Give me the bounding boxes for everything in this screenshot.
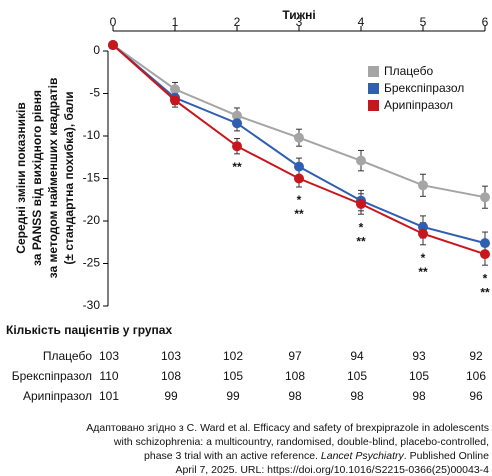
data-point [232,141,242,152]
data-point [356,199,366,209]
count: 98 [412,389,426,403]
count: 105 [223,369,243,383]
data-point [418,180,428,191]
caption-part: . Published Online [404,450,489,462]
significance-label: ** [232,160,242,174]
data-point [356,155,366,166]
row-label: Арипіпразол [23,389,92,403]
caption-line: with schizophrenia: a multicountry, rand… [113,436,489,448]
data-point [170,84,180,95]
caption-part: with schizophrenia: a multicountry, rand… [113,436,489,448]
y-tick-label: -20 [83,213,101,227]
significance-label: * [297,193,302,207]
legend-swatch [368,66,379,77]
count: 92 [469,349,483,363]
y-axis-title-line: за методом найменших квадратів [46,78,60,279]
x-tick-label: 1 [172,15,179,29]
y-axis-title-line: (± стандартна похибка), бали [62,91,76,264]
data-point [232,118,242,129]
y-axis-title-line: за PANSS від вихідного рівня [30,90,44,266]
count: 97 [288,349,302,363]
data-point [108,40,118,51]
x-tick-label: 0 [110,15,117,29]
significance-label: ** [294,207,304,221]
y-tick-label: -5 [89,86,100,100]
y-tick-label: -25 [83,256,101,270]
x-tick-label: 3 [296,15,303,29]
legend-label: Плацебо [384,64,433,78]
data-point [480,238,490,249]
count: 105 [347,369,367,383]
legend-swatch [368,100,379,111]
caption-line: phase 3 trial with an active reference. … [144,450,489,462]
legend-swatch [368,83,379,94]
count: 103 [161,349,181,363]
significance-label: ** [418,265,428,279]
x-tick-label: 6 [482,15,489,29]
data-point [418,228,428,239]
count: 108 [161,369,181,383]
data-point [294,161,304,172]
count: 99 [164,389,178,403]
data-point [480,249,490,260]
count: 93 [412,349,426,363]
x-tick-label: 2 [234,15,241,29]
significance-label: * [421,251,426,265]
count: 102 [223,349,243,363]
table-title: Кількість пацієнтів у групах [6,323,172,337]
data-point [294,132,304,143]
count: 105 [409,369,429,383]
caption-part: phase 3 trial with an active reference. [144,450,321,462]
count: 96 [469,389,483,403]
significance-label: ** [356,234,366,248]
count: 98 [288,389,302,403]
significance-label: ** [480,285,490,299]
caption-part: Lancet Psychiatry [321,450,405,462]
count: 99 [226,389,240,403]
count: 103 [99,349,119,363]
data-point [232,110,242,121]
count: 94 [350,349,364,363]
legend-label: Арипіпразол [384,98,453,112]
x-tick-label: 5 [420,15,427,29]
count: 101 [99,389,119,403]
data-point [294,173,304,184]
y-axis-title-line: Середні зміни показників [14,102,28,253]
y-tick-label: -30 [83,298,101,312]
y-axis-title: Середні зміни показників за PANSS від вих… [14,78,76,279]
significance-label: * [359,220,364,234]
caption-line: April 7, 2025. URL: https://doi.org/10.1… [176,464,490,476]
x-tick-label: 4 [358,15,365,29]
count: 110 [99,369,118,383]
count: 106 [466,369,486,383]
count: 108 [285,369,305,383]
y-tick-label: -10 [83,128,101,142]
significance-label: * [483,271,488,285]
row-label: Плацебо [43,349,92,363]
legend-label: Брекспіпразол [384,81,464,95]
x-axis-title: Тижні [282,8,315,22]
y-tick-label: -15 [83,171,101,185]
y-tick-label: 0 [93,43,100,57]
caption-part: April 7, 2025. URL: https://doi.org/10.1… [176,464,490,476]
data-point [480,192,490,203]
data-point [170,95,180,106]
caption-part: Адаптовано згідно з C. Ward et al. Effic… [86,422,489,434]
caption-line: Адаптовано згідно з C. Ward et al. Effic… [86,422,489,434]
count: 98 [350,389,364,403]
row-label: Брекспіпразол [12,369,92,383]
